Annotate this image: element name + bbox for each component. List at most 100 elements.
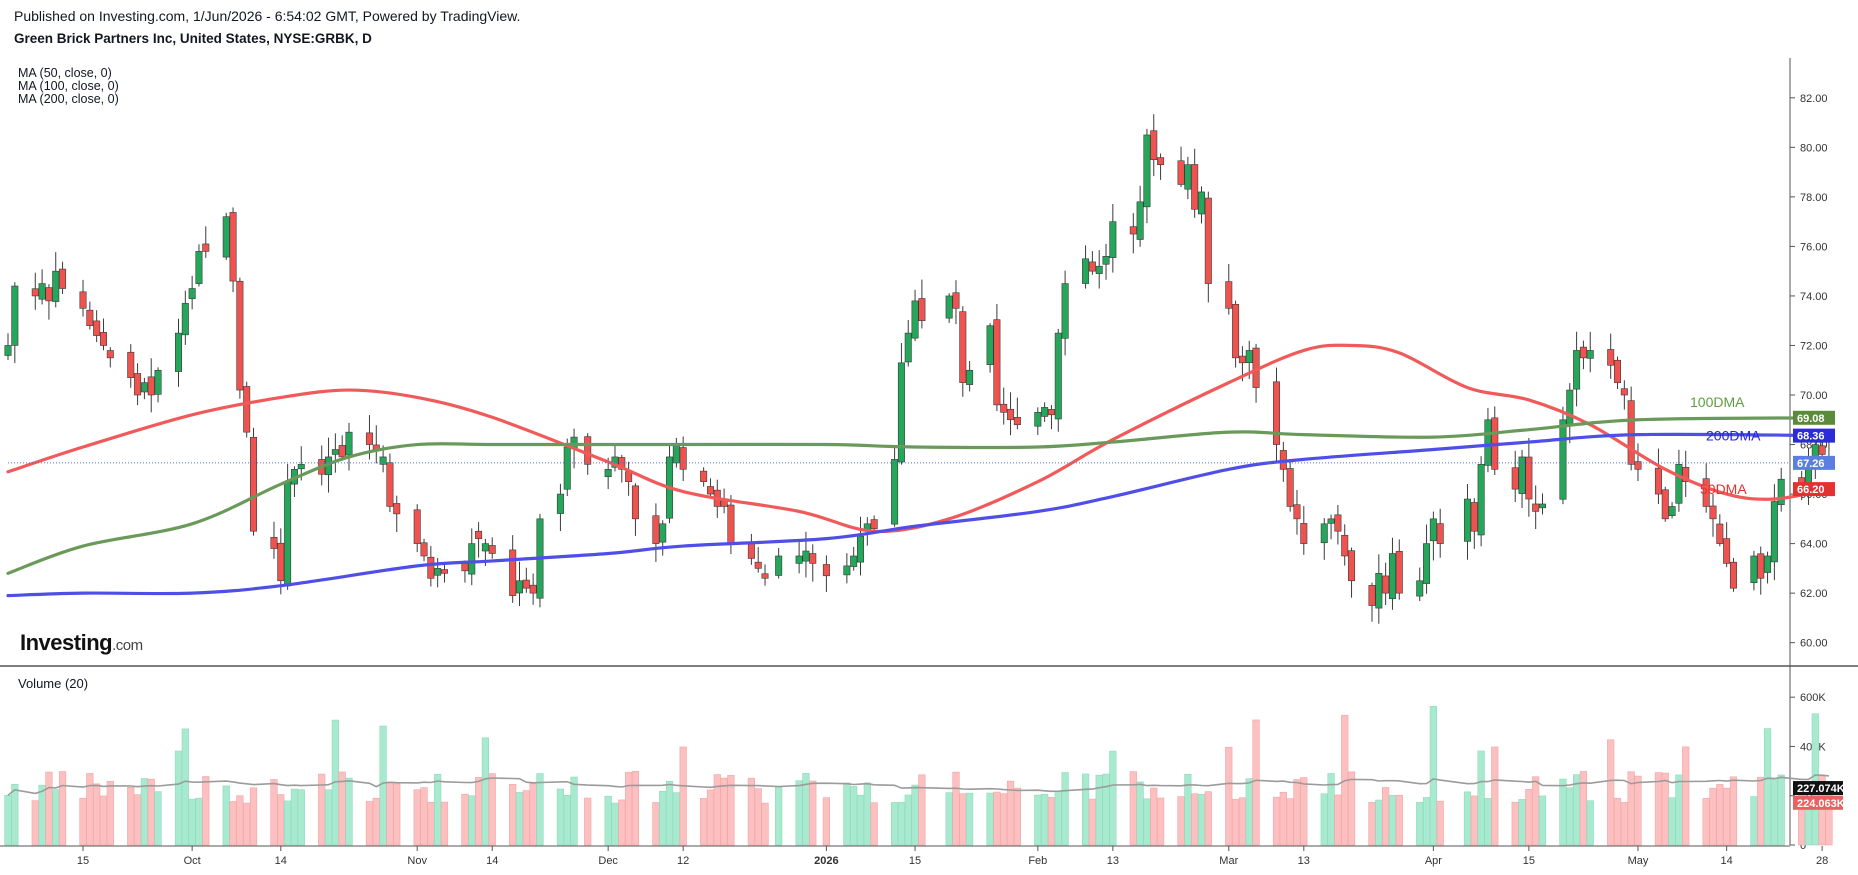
candle-down [243,386,251,433]
candle-up [850,555,858,567]
candle-down [1204,197,1212,284]
volume-bar-up [1566,787,1574,846]
candle-up [1423,543,1431,584]
candle-up [175,332,183,372]
time-tick-label: Mar [1219,855,1238,867]
candle-down [918,298,926,322]
volume-bar-down [1000,793,1008,846]
candle-up [1416,580,1424,597]
volume-bar-down [45,771,53,846]
volume-bar-down [1382,787,1390,846]
volume-legend[interactable]: Volume (20) [18,676,89,691]
candle-down [679,447,687,470]
volume-bar-down [79,797,87,846]
candle-up [331,449,339,455]
candles-group [4,114,1833,624]
candle-down [202,243,210,252]
volume-bar-down [1088,798,1096,846]
candle-down [277,542,285,582]
candle-down [1607,349,1615,366]
ma-50-legend[interactable]: MA (50, close, 0) [18,66,112,80]
candle-down [1129,226,1137,235]
volume-bar-down [1177,796,1185,846]
volume-bar-up [1750,796,1758,846]
volume-bars-group [4,705,1833,846]
volume-bar-down [393,783,401,846]
candle-down [134,373,142,396]
candle-up [556,493,564,514]
volume-bar-down [1709,787,1717,846]
candle-up [672,444,680,464]
candle-down [1238,355,1246,364]
volume-bar-down [386,781,394,846]
candle-up [284,481,292,587]
candle-down [93,320,101,336]
candle-down [1348,550,1356,582]
volume-bar-up [659,790,667,846]
last-volume-badge: 224.063K [1797,798,1845,810]
candle-up [181,303,189,336]
volume-bar-up [1109,750,1117,846]
candle-down [631,485,639,520]
volume-bar-up [611,802,619,846]
ma-100-value-badge: 69.08 [1797,413,1825,425]
ma-100-legend[interactable]: MA (100, close, 0) [18,79,119,93]
volume-bar-down [270,779,278,846]
price-tick-label: 70.00 [1800,390,1828,402]
candle-down [1614,359,1622,383]
volume-bar-up [1811,713,1819,846]
volume-bar-down [147,778,155,846]
volume-bar-down [99,795,108,846]
volume-bar-up [1668,797,1676,846]
candle-down [993,319,1001,406]
volume-bar-up [1102,773,1110,846]
price-tick-label: 82.00 [1800,93,1828,105]
volume-bar-down [1436,800,1444,846]
ma-50-chart-label: 50DMA [1700,481,1747,497]
candle-up [1095,265,1103,274]
candle-down [584,436,592,465]
volume-bar-up [195,797,203,846]
volume-bar-down [93,783,101,846]
volume-bar-down [106,781,114,846]
volume-bar-up [515,792,524,846]
volume-bar-down [133,794,142,846]
volume-bar-down [372,797,380,846]
candle-up [1136,201,1144,240]
ma-200-legend[interactable]: MA (200, close, 0) [18,92,119,106]
volume-bar-up [1518,799,1526,846]
candle-down [747,543,755,559]
volume-bar-up [1375,799,1383,846]
candle-down [413,509,421,544]
volume-bar-down [58,771,67,846]
candle-up [1109,221,1117,258]
candle-down [1579,346,1587,359]
volume-bar-down [529,783,537,846]
volume-bar-down [652,802,660,846]
volume-bar-down [706,789,715,846]
investing-logo: Investing.com [20,630,143,656]
volume-bar-down [236,795,244,846]
candle-up [345,431,353,456]
volume-bar-down [952,771,960,846]
candle-up [38,283,46,300]
candle-up [1320,523,1328,544]
candle-up [1034,412,1042,427]
candle-down [700,470,708,482]
volume-bar-up [188,798,196,846]
candle-down [1654,467,1662,495]
candle-down [1341,534,1349,557]
candle-down [440,569,448,574]
candle-down [1088,261,1096,272]
price-tick-label: 80.00 [1800,142,1828,154]
volume-bar-down [1757,776,1765,846]
volume-bar-down [761,802,769,846]
ma-50-value-badge: 66.20 [1797,484,1825,496]
volume-bar-up [1770,778,1778,846]
candle-up [1082,258,1090,284]
candle-up [1518,456,1526,494]
volume-bar-up [1675,774,1683,846]
volume-bar-down [1470,795,1478,846]
candle-down [86,309,94,326]
